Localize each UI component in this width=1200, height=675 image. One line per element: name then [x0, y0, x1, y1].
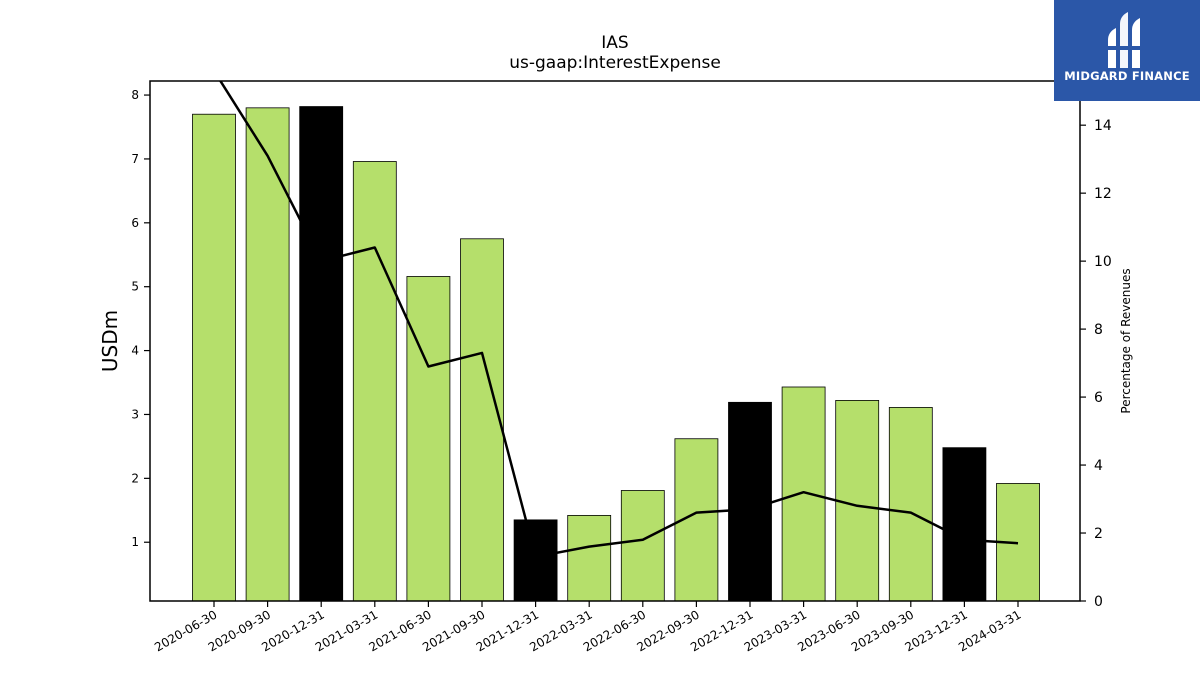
- y-tick-label: 4: [131, 344, 139, 358]
- y2-tick-label: 6: [1094, 390, 1103, 406]
- y-axis-left: 1 2 3 4 5 6 7 8: [131, 88, 150, 549]
- y2-tick-label: 2: [1094, 526, 1103, 542]
- chart-title: IAS: [601, 33, 628, 53]
- y-tick-label: 7: [131, 152, 139, 166]
- bar-2023-09-30: [888, 407, 933, 602]
- line-group: [218, 81, 1019, 559]
- y2-tick-label: 12: [1094, 186, 1112, 202]
- bar-2022-03-31: [567, 514, 612, 602]
- bars-group: [192, 106, 1040, 602]
- bar-2021-03-31: [352, 161, 397, 602]
- logo-mark-icon: [1108, 12, 1140, 68]
- bar-2021-12-31: [513, 519, 558, 602]
- y-tick-label: 1: [131, 535, 139, 549]
- y-axis-right: 0 2 4 6 8 10 12 14: [1080, 118, 1112, 610]
- y2-axis-label: Percentage of Revenues: [1119, 268, 1133, 413]
- y2-tick-label: 10: [1094, 254, 1112, 270]
- x-axis: 2020-06-302020-09-302020-12-312021-03-31…: [152, 601, 1024, 654]
- bar-2020-09-30: [245, 107, 290, 602]
- percentage-line: [218, 81, 1019, 559]
- bar-2022-06-30: [620, 490, 665, 602]
- y-tick-label: 8: [131, 88, 139, 102]
- bar-2023-12-31: [942, 447, 987, 602]
- y2-tick-label: 14: [1094, 118, 1112, 134]
- bar-2021-06-30: [406, 276, 451, 602]
- bar-2020-12-31: [299, 106, 344, 602]
- plot-frame: [149, 80, 1081, 602]
- y-tick-label: 5: [131, 280, 139, 294]
- logo-text: MIDGARD FINANCE: [1064, 69, 1190, 83]
- y2-tick-label: 8: [1094, 322, 1103, 338]
- bar-2023-03-31: [781, 386, 826, 602]
- y-tick-label: 2: [131, 471, 139, 485]
- bar-2021-09-30: [460, 238, 504, 602]
- midgard-finance-logo: MIDGARD FINANCE: [1054, 0, 1200, 101]
- bar-2022-12-31: [728, 401, 772, 602]
- y2-tick-label: 4: [1094, 458, 1103, 474]
- y2-tick-label: 0: [1094, 594, 1103, 610]
- y-tick-label: 6: [131, 216, 139, 230]
- bar-2020-06-30: [192, 113, 236, 602]
- y-axis-label: USDm: [98, 310, 122, 372]
- bar-2023-06-30: [835, 400, 880, 602]
- y-tick-label: 3: [131, 407, 139, 421]
- chart-subtitle: us-gaap:InterestExpense: [509, 53, 721, 73]
